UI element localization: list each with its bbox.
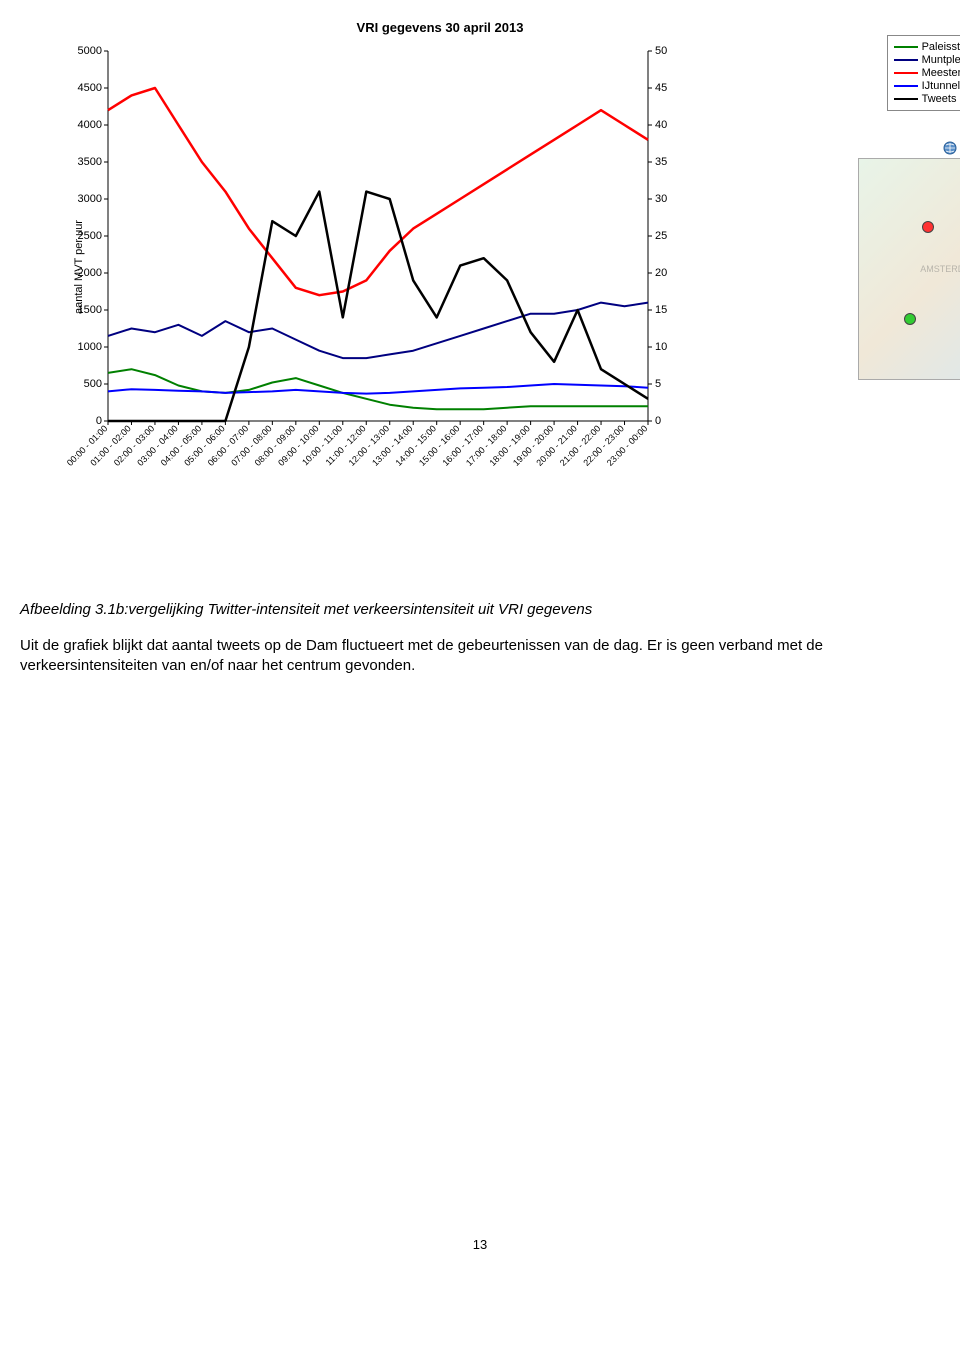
figure-caption: Afbeelding 3.1b:vergelijking Twitter-int…	[20, 601, 940, 618]
svg-text:3000: 3000	[78, 193, 102, 205]
y1-axis-label: aantal MVT per uur	[73, 220, 85, 314]
chart-title: VRI gegevens 30 april 2013	[60, 20, 820, 35]
legend-swatch	[894, 46, 918, 48]
chart-svg: 0500100015002000250030003500400045005000…	[60, 43, 686, 491]
svg-text:50: 50	[655, 45, 667, 57]
legend-swatch	[894, 85, 918, 87]
legend-label: Paleisstraat	[922, 41, 960, 53]
legend-item: Muntplein	[894, 54, 960, 66]
svg-text:45: 45	[655, 82, 667, 94]
svg-text:5: 5	[655, 378, 661, 390]
svg-text:20: 20	[655, 267, 667, 279]
svg-text:500: 500	[84, 378, 102, 390]
legend-swatch	[894, 98, 918, 100]
svg-text:0: 0	[655, 415, 661, 427]
legend-label: IJtunnel	[922, 80, 960, 92]
legend-label: Muntplein	[922, 54, 960, 66]
svg-text:1000: 1000	[78, 341, 102, 353]
chart-container: VRI gegevens 30 april 2013 aantal MVT pe…	[60, 20, 820, 491]
legend-label: Tweets op de Dam	[922, 93, 960, 105]
page-number: 13	[20, 1237, 940, 1252]
chart-area: aantal MVT per uur 050010001500200025003…	[60, 43, 820, 491]
map-marker	[904, 313, 916, 325]
svg-text:4500: 4500	[78, 82, 102, 94]
legend-item: Paleisstraat	[894, 41, 960, 53]
svg-text:10: 10	[655, 341, 667, 353]
svg-text:30: 30	[655, 193, 667, 205]
legend-item: Meester Visserplein	[894, 67, 960, 79]
svg-text:4000: 4000	[78, 119, 102, 131]
svg-text:35: 35	[655, 156, 667, 168]
legend-item: IJtunnel	[894, 80, 960, 92]
svg-text:25: 25	[655, 230, 667, 242]
legend-swatch	[894, 72, 918, 74]
body-paragraph: Uit de grafiek blijkt dat aantal tweets …	[20, 636, 940, 677]
map-marker	[922, 221, 934, 233]
legend-label: Meester Visserplein	[922, 67, 960, 79]
svg-text:15: 15	[655, 304, 667, 316]
svg-text:3500: 3500	[78, 156, 102, 168]
map-thumbnail: AMSTERDAM	[858, 158, 960, 380]
svg-text:5000: 5000	[78, 45, 102, 57]
webstats-badge: WEBSTATS	[943, 141, 960, 155]
legend-swatch	[894, 59, 918, 61]
legend-item: Tweets op de Dam	[894, 93, 960, 105]
legend: PaleisstraatMuntpleinMeester Visserplein…	[887, 35, 960, 111]
svg-text:40: 40	[655, 119, 667, 131]
